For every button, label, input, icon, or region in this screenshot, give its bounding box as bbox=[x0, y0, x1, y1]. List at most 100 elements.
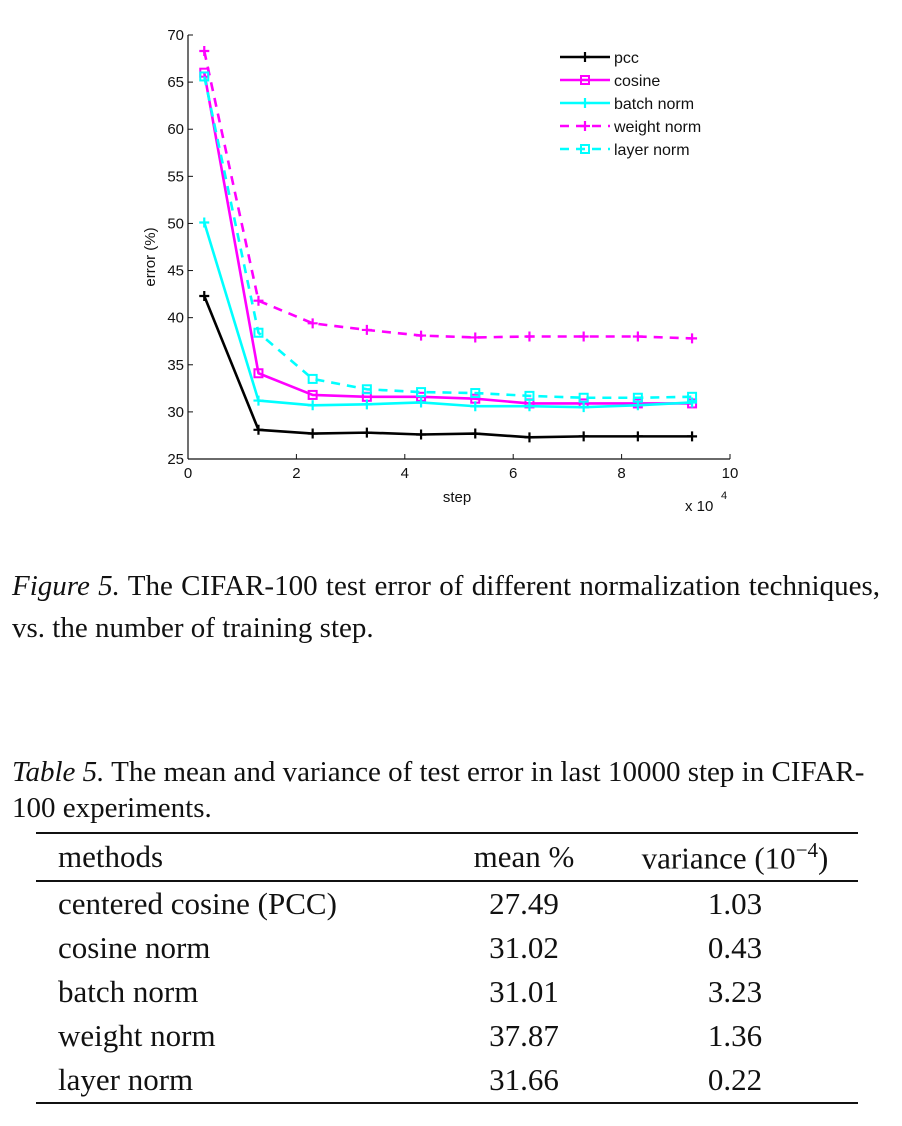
y-tick-label: 35 bbox=[167, 357, 184, 374]
legend-label-batch-norm: batch norm bbox=[614, 96, 694, 113]
data-point-pcc bbox=[416, 429, 427, 440]
data-point-pcc bbox=[687, 431, 698, 442]
header-variance-close: ) bbox=[818, 840, 829, 876]
table-caption-label: Table 5. bbox=[12, 756, 105, 788]
data-point-pcc bbox=[199, 290, 210, 301]
x-tick-label: 4 bbox=[401, 465, 409, 482]
table-caption-text: The mean and variance of test error in l… bbox=[12, 756, 865, 824]
figure-5-chart: 25 30 35 40 45 50 55 60 65 70 0 2 4 6 8 10 step error (%)… bbox=[0, 0, 902, 530]
data-point-weight-norm bbox=[253, 295, 264, 306]
y-tick-label: 65 bbox=[167, 74, 184, 91]
data-point-layer-norm bbox=[470, 388, 481, 399]
mean-cell: 31.01 bbox=[489, 974, 559, 1009]
data-point-batch-norm bbox=[524, 401, 535, 412]
x-tick-label: 2 bbox=[292, 465, 300, 482]
data-point-layer-norm bbox=[416, 387, 427, 398]
data-point-batch-norm bbox=[416, 397, 427, 408]
data-point-batch-norm bbox=[687, 397, 698, 408]
x-tick-label: 8 bbox=[617, 465, 625, 482]
results-table: methods mean % variance (10−4) centered … bbox=[36, 832, 858, 1104]
variance-cell: 3.23 bbox=[707, 974, 763, 1009]
mean-cell: 31.66 bbox=[489, 1062, 559, 1097]
data-point-layer-norm bbox=[307, 373, 318, 384]
data-point-layer-norm bbox=[361, 384, 372, 395]
x-multiplier-exponent: 4 bbox=[721, 490, 727, 502]
table-row: layer norm 31.66 0.22 bbox=[36, 1058, 858, 1103]
y-tick-label: 25 bbox=[167, 451, 184, 468]
data-point-cosine bbox=[307, 389, 318, 400]
variance-cell: 0.43 bbox=[707, 930, 763, 965]
data-point-batch-norm bbox=[253, 395, 264, 406]
y-tick-label: 30 bbox=[167, 404, 184, 421]
mean-cell: 31.02 bbox=[489, 930, 559, 965]
data-point-cosine bbox=[253, 368, 264, 379]
table-row: centered cosine (PCC) 27.49 1.03 bbox=[36, 881, 858, 926]
data-point-layer-norm bbox=[632, 392, 643, 403]
legend-marker-weight-norm bbox=[580, 121, 590, 131]
data-point-weight-norm bbox=[416, 330, 427, 341]
variance-cell: 1.36 bbox=[707, 1018, 763, 1053]
figure-caption: Figure 5. The CIFAR-100 test error of di… bbox=[12, 565, 880, 649]
data-point-weight-norm bbox=[199, 46, 210, 57]
data-point-batch-norm bbox=[470, 401, 481, 412]
method-cell: centered cosine (PCC) bbox=[58, 886, 337, 921]
data-point-layer-norm bbox=[253, 327, 264, 338]
y-tick-label: 50 bbox=[167, 215, 184, 232]
header-mean: mean % bbox=[473, 839, 575, 874]
series-line-pcc bbox=[203, 295, 693, 439]
legend-marker-layer-norm bbox=[580, 144, 590, 154]
series-line-batch-norm bbox=[203, 222, 693, 409]
figure-caption-text: The CIFAR-100 test error of different no… bbox=[12, 570, 880, 644]
data-point-batch-norm bbox=[199, 217, 210, 228]
series-line-layer-norm bbox=[202, 76, 693, 400]
table-row: batch norm 31.01 3.23 bbox=[36, 970, 858, 1014]
header-methods: methods bbox=[58, 839, 164, 874]
x-tick-label: 10 bbox=[722, 465, 739, 482]
data-point-layer-norm bbox=[524, 390, 535, 401]
header-variance-exponent: −4 bbox=[795, 837, 819, 862]
variance-cell: 1.03 bbox=[707, 886, 763, 921]
method-cell: batch norm bbox=[58, 974, 199, 1009]
y-tick-label: 40 bbox=[167, 310, 184, 327]
x-tick-label: 6 bbox=[509, 465, 517, 482]
data-point-batch-norm bbox=[361, 399, 372, 410]
legend-marker-pcc bbox=[580, 52, 590, 62]
data-point-weight-norm bbox=[361, 324, 372, 335]
table-header-row: methods mean % variance (10−4) bbox=[36, 833, 858, 881]
data-point-pcc bbox=[307, 428, 318, 439]
table-row: cosine norm 31.02 0.43 bbox=[36, 926, 858, 970]
data-point-pcc bbox=[470, 428, 481, 439]
data-point-layer-norm bbox=[578, 392, 589, 403]
data-point-pcc bbox=[524, 432, 535, 443]
legend-marker-batch-norm bbox=[580, 98, 590, 108]
y-tick-label: 45 bbox=[167, 263, 184, 280]
y-axis-label: error (%) bbox=[142, 227, 159, 286]
data-point-batch-norm bbox=[307, 400, 318, 411]
x-axis-label: step bbox=[443, 489, 471, 506]
y-tick-label: 60 bbox=[167, 121, 184, 138]
table-caption: Table 5. The mean and variance of test e… bbox=[12, 754, 882, 826]
y-tick-label: 55 bbox=[167, 168, 184, 185]
legend-label-weight-norm: weight norm bbox=[613, 119, 701, 136]
method-cell: cosine norm bbox=[58, 930, 211, 965]
data-point-pcc bbox=[361, 427, 372, 438]
header-variance: variance (10−4) bbox=[612, 833, 858, 881]
series-line-weight-norm bbox=[202, 50, 693, 340]
data-point-weight-norm bbox=[470, 332, 481, 343]
data-point-layer-norm bbox=[199, 71, 210, 82]
legend-marker-cosine bbox=[580, 75, 590, 85]
data-point-weight-norm bbox=[524, 331, 535, 342]
data-point-weight-norm bbox=[307, 318, 318, 329]
data-point-weight-norm bbox=[578, 331, 589, 342]
legend-label-cosine: cosine bbox=[614, 73, 660, 90]
data-point-pcc bbox=[632, 431, 643, 442]
variance-cell: 0.22 bbox=[707, 1062, 763, 1097]
data-point-weight-norm bbox=[687, 333, 698, 344]
line-chart: 25 30 35 40 45 50 55 60 65 70 0 2 4 6 8 10 step error (%)… bbox=[142, 27, 739, 515]
data-point-batch-norm bbox=[578, 402, 589, 413]
data-point-pcc bbox=[253, 424, 264, 435]
series-line-cosine bbox=[202, 72, 693, 405]
y-tick-label: 70 bbox=[167, 27, 184, 44]
data-point-weight-norm bbox=[632, 331, 643, 342]
data-point-pcc bbox=[578, 431, 589, 442]
